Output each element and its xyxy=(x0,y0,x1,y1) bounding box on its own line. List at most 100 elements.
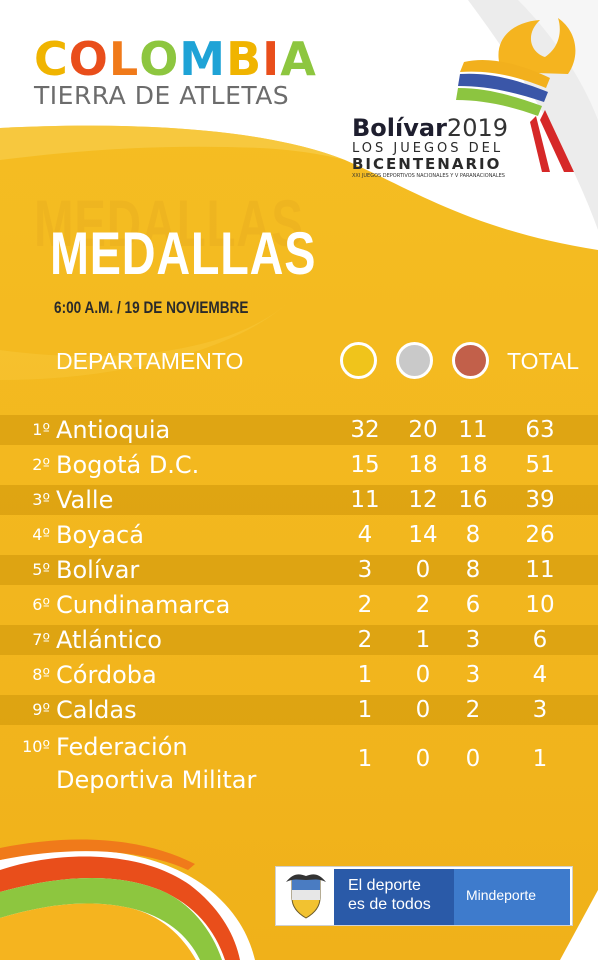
brand-letter: B xyxy=(226,32,263,86)
table-row: 3º Valle 11 12 16 39 xyxy=(0,485,598,515)
ministry-name: Mindeporte xyxy=(466,887,537,903)
brand-letter: O xyxy=(68,32,109,86)
gold-medal-icon xyxy=(340,342,377,379)
rank-label: 3º xyxy=(32,490,50,509)
silver-count: 20 xyxy=(408,417,438,443)
department-name: Federación Deportiva Militar xyxy=(56,731,256,797)
event-line2: BICENTENARIO xyxy=(352,155,502,173)
bolivar-2019-logo: Bolívar2019 LOS JUEGOS DEL BICENTENARIO … xyxy=(352,115,512,180)
bronze-count: 18 xyxy=(458,452,488,478)
brand-letter: C xyxy=(34,32,69,86)
ministry-panel: Mindeporte xyxy=(454,869,570,925)
gold-count: 2 xyxy=(357,592,373,618)
gold-count: 15 xyxy=(350,452,380,478)
total-count: 1 xyxy=(532,746,548,772)
total-count: 6 xyxy=(532,627,548,653)
silver-count: 12 xyxy=(408,487,438,513)
table-row: 2º Bogotá D.C. 15 18 18 51 xyxy=(0,450,598,480)
gold-count: 11 xyxy=(350,487,380,513)
table-row: 8º Córdoba 1 0 3 4 xyxy=(0,660,598,690)
page-title: MEDALLAS xyxy=(50,220,317,287)
total-count: 51 xyxy=(525,452,555,478)
slogan-line1: El deporte xyxy=(348,877,421,894)
silver-count: 14 xyxy=(408,522,438,548)
gold-count: 1 xyxy=(357,662,373,688)
department-name: Boyacá xyxy=(56,521,144,549)
table-row: 6º Cundinamarca 2 2 6 10 xyxy=(0,590,598,620)
bronze-count: 8 xyxy=(465,522,481,548)
silver-count: 2 xyxy=(415,592,431,618)
silver-count: 0 xyxy=(415,697,431,723)
brand-letter: O xyxy=(139,32,180,86)
gold-count: 1 xyxy=(357,746,373,772)
gold-count: 2 xyxy=(357,627,373,653)
total-count: 4 xyxy=(532,662,548,688)
bronze-count: 16 xyxy=(458,487,488,513)
table-row: 1º Antioquia 32 20 11 63 xyxy=(0,415,598,445)
colombia-wordmark: COLOMBIA xyxy=(34,36,324,82)
rank-label: 7º xyxy=(32,630,50,649)
gold-count: 1 xyxy=(357,697,373,723)
yellow-background xyxy=(0,125,598,960)
bronze-count: 6 xyxy=(465,592,481,618)
rank-label: 8º xyxy=(32,665,50,684)
bronze-count: 3 xyxy=(465,662,481,688)
department-name-line2: Deportiva Militar xyxy=(56,766,257,794)
rank-label: 9º xyxy=(32,700,50,719)
slogan-line2: es de todos xyxy=(348,896,431,913)
rank-label: 10º xyxy=(22,737,50,756)
gold-count: 32 xyxy=(350,417,380,443)
bronze-medal-icon xyxy=(452,342,489,379)
department-name: Cundinamarca xyxy=(56,591,231,619)
event-line1: LOS JUEGOS DEL xyxy=(352,141,504,156)
gold-count: 3 xyxy=(357,557,373,583)
total-count: 11 xyxy=(525,557,555,583)
event-title: Bolívar xyxy=(352,114,447,142)
total-count: 3 xyxy=(532,697,548,723)
department-name: Córdoba xyxy=(56,661,157,689)
rank-label: 6º xyxy=(32,595,50,614)
brand-letter: I xyxy=(262,32,281,86)
department-name: Bogotá D.C. xyxy=(56,451,200,479)
brand-letter: L xyxy=(108,32,140,86)
silver-count: 18 xyxy=(408,452,438,478)
total-count: 10 xyxy=(525,592,555,618)
brand-tagline: TIERRA DE ATLETAS xyxy=(34,81,290,110)
table-row: 4º Boyacá 4 14 8 26 xyxy=(0,520,598,550)
silver-count: 0 xyxy=(415,662,431,688)
brand-letter: M xyxy=(179,32,227,86)
bronze-count: 3 xyxy=(465,627,481,653)
colombia-brand-logo: COLOMBIA TIERRA DE ATLETAS xyxy=(34,36,324,110)
department-name-line1: Federación xyxy=(56,733,188,761)
table-row: 10º Federación Deportiva Militar 1 0 0 1 xyxy=(0,731,598,794)
column-header-department: DEPARTAMENTO xyxy=(56,348,244,374)
title-shadow-text: MEDALLAS xyxy=(34,186,304,260)
event-year: 2019 xyxy=(446,114,508,142)
silver-count: 0 xyxy=(415,557,431,583)
mindeporte-badge: El deporte es de todos Mindeporte xyxy=(275,866,573,926)
rank-label: 1º xyxy=(32,420,50,439)
total-count: 63 xyxy=(525,417,555,443)
department-name: Bolívar xyxy=(56,556,140,584)
timestamp-subtitle: 6:00 A.M. / 19 DE NOVIEMBRE xyxy=(54,298,249,317)
colombia-coat-of-arms-icon xyxy=(286,874,326,919)
silver-medal-icon xyxy=(396,342,433,379)
bronze-count: 8 xyxy=(465,557,481,583)
bronze-count: 11 xyxy=(458,417,488,443)
event-line3: XXI JUEGOS DEPORTIVOS NACIONALES Y V PAR… xyxy=(352,173,505,179)
rank-label: 4º xyxy=(32,525,50,544)
silver-count: 1 xyxy=(415,627,431,653)
rank-label: 5º xyxy=(32,560,50,579)
bronze-count: 2 xyxy=(465,697,481,723)
department-name: Antioquia xyxy=(56,416,171,444)
torch-flame-icon xyxy=(456,18,576,172)
department-name: Atlántico xyxy=(56,626,162,654)
total-count: 26 xyxy=(525,522,555,548)
table-row: 5º Bolívar 3 0 8 11 xyxy=(0,555,598,585)
brand-letter: A xyxy=(280,32,317,86)
department-name: Caldas xyxy=(56,696,137,724)
department-name: Valle xyxy=(56,486,114,514)
bronze-count: 0 xyxy=(465,746,481,772)
table-row: 9º Caldas 1 0 2 3 xyxy=(0,695,598,725)
